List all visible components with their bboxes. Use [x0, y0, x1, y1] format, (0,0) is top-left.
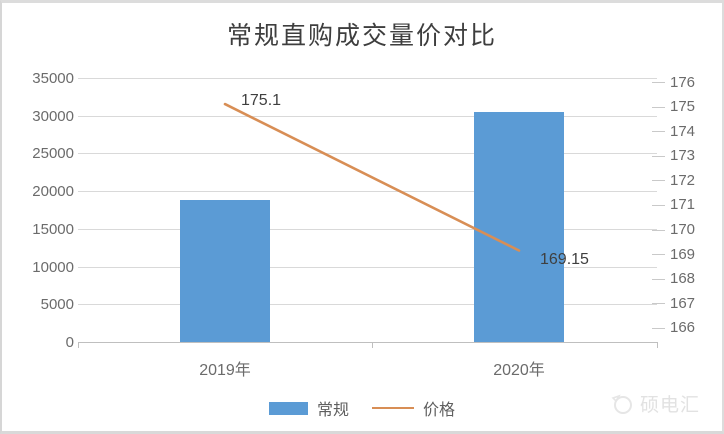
right-axis-tick: [652, 82, 665, 83]
legend: 常规 价格: [2, 398, 722, 419]
right-axis-tick-label: 173: [670, 147, 696, 164]
right-axis-tick-label: 168: [670, 270, 696, 287]
watermark-logo-icon: [611, 394, 632, 414]
legend-label-line-series: 价格: [423, 402, 456, 419]
right-axis-tick: [652, 156, 665, 157]
x-axis-tick: [657, 342, 658, 348]
point-label-2020: 169.15: [540, 251, 589, 268]
right-axis-tick: [652, 107, 665, 108]
left-axis-tick-label: 10000: [32, 259, 74, 276]
legend-swatch-line-icon: [372, 406, 414, 410]
legend-swatch-bar-icon: [268, 401, 308, 415]
watermark-text: 硕电汇: [639, 395, 700, 416]
point-label-2019: 175.1: [241, 92, 282, 109]
gridline: [78, 267, 657, 268]
right-axis-tick-label: 175: [670, 98, 696, 115]
left-axis-tick-label: 35000: [32, 70, 74, 87]
gridline: [78, 304, 657, 305]
right-axis-tick-label: 170: [670, 221, 696, 238]
left-axis-tick-label: 20000: [32, 183, 74, 200]
right-axis-tick-label: 167: [670, 295, 696, 312]
right-axis-tick: [652, 303, 665, 304]
x-axis-tick: [78, 342, 79, 348]
right-axis-tick: [652, 131, 665, 132]
left-axis-tick-label: 5000: [40, 296, 74, 313]
x-axis-label-2020: 2020年: [493, 362, 545, 379]
left-axis-tick-label: 30000: [32, 108, 74, 125]
price-line-layer: [223, 102, 521, 252]
right-axis-tick-label: 172: [670, 172, 696, 189]
left-axis-tick-label: 25000: [32, 145, 74, 162]
x-axis-label-2019: 2019年: [199, 362, 251, 379]
left-axis-tick-label: 15000: [32, 221, 74, 238]
gridline: [78, 116, 657, 117]
left-axis-tick-label: 0: [65, 334, 74, 351]
right-axis-tick: [652, 205, 665, 206]
x-axis-line: [78, 342, 657, 343]
gridline: [78, 78, 657, 79]
bar-2020: [474, 111, 564, 342]
gridline: [78, 153, 657, 154]
right-axis-tick-label: 174: [670, 123, 696, 140]
watermark: 硕电汇: [610, 390, 700, 417]
right-axis-tick-label: 176: [670, 74, 696, 91]
gridline: [78, 229, 657, 230]
x-axis-tick: [372, 342, 373, 348]
right-axis-tick: [652, 230, 665, 231]
right-axis-tick: [652, 279, 665, 280]
right-axis-tick-label: 166: [670, 319, 696, 336]
right-axis-tick-label: 169: [670, 246, 696, 263]
right-axis-tick: [652, 328, 665, 329]
legend-label-bar-series: 常规: [316, 402, 349, 419]
right-axis-tick: [652, 180, 665, 181]
bar-2019: [180, 200, 270, 342]
right-axis-tick: [652, 254, 665, 255]
gridline: [78, 191, 657, 192]
right-axis-tick-label: 171: [670, 196, 696, 213]
chart-title: 常规直购成交量价对比: [226, 22, 497, 50]
